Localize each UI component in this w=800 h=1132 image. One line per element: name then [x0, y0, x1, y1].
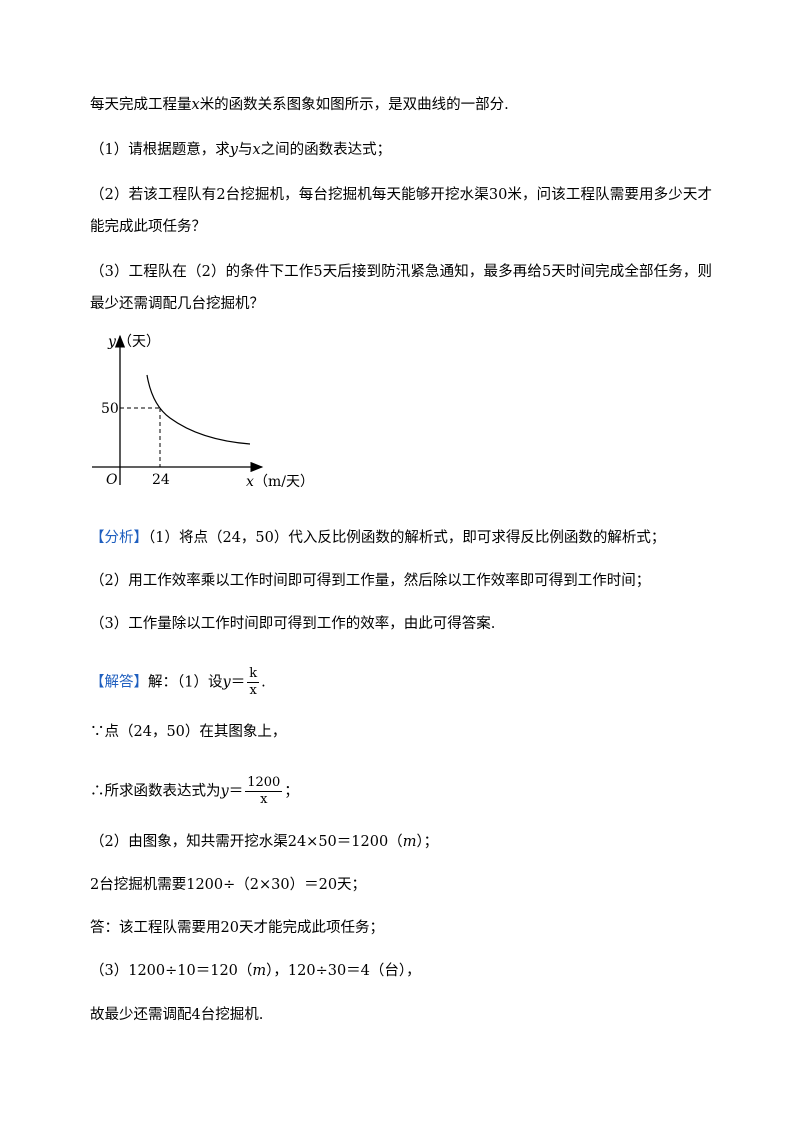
paragraph: （2）若该工程队有2台挖掘机，每台挖掘机每天能够开挖水渠30米，问该工程队需要用…	[90, 179, 712, 243]
text: 与	[237, 142, 253, 158]
paragraph: 答：该工程队需要用20天才能完成此项任务；	[90, 912, 712, 944]
numerator: k	[247, 666, 260, 683]
tick-label: 24	[152, 472, 170, 488]
text: ∴所求函数表达式为	[90, 783, 221, 800]
paragraph: 【解答】解：（1）设y＝ k x.	[90, 666, 712, 699]
text: 米的函数关系图象如图所示，是双曲线的一部分.	[199, 97, 509, 113]
paragraph: （2）由图象，知共需开挖水渠24×50＝1200（m）；	[90, 826, 712, 858]
text: 答：该工程队需要用20天才能完成此项任务；	[90, 920, 384, 936]
text: ；	[284, 783, 299, 800]
paragraph: 2台挖掘机需要1200÷（2×30）＝20天；	[90, 869, 712, 901]
text: .	[261, 674, 266, 691]
paragraph: ∵点（24，50）在其图象上，	[90, 716, 712, 748]
tag: 【分析】	[90, 530, 148, 546]
curve	[146, 374, 251, 445]
var: y	[222, 674, 231, 691]
axis-var: x	[246, 474, 254, 490]
text: （1）请根据题意，求	[90, 142, 230, 158]
text: （2）用工作效率乘以工作时间即可得到工作量，然后除以工作效率即可得到工作时间；	[90, 573, 651, 589]
numerator: 1200	[245, 775, 283, 792]
text: ）；	[416, 834, 439, 850]
denominator: x	[260, 792, 268, 807]
text: 故最少还需调配4台挖掘机.	[90, 1007, 264, 1023]
var: m	[252, 963, 267, 979]
text: （2）由图象，知共需开挖水渠24×50＝1200（	[90, 834, 403, 850]
text: （3）1200÷10＝120（	[90, 963, 253, 979]
var: x	[252, 142, 261, 158]
text: ∵点（24，50）在其图象上，	[90, 724, 287, 740]
text: （3）工程队在（2）的条件下工作5天后接到防汛紧急通知，最多再给5天时间完成全部…	[90, 264, 712, 312]
var: y	[220, 783, 229, 800]
axis-unit: （天）	[118, 334, 160, 350]
var: x	[191, 97, 200, 113]
text: ＝	[230, 674, 246, 691]
paragraph: （3）工作量除以工作时间即可得到工作的效率，由此可得答案.	[90, 608, 712, 640]
text: 之间的函数表达式；	[260, 142, 392, 158]
text: （2）若该工程队有2台挖掘机，每台挖掘机每天能够开挖水渠30米，问该工程队需要用…	[90, 187, 712, 235]
paragraph: ∴所求函数表达式为y＝ 1200 x；	[90, 775, 712, 808]
text: ），120÷30＝4（台），	[266, 963, 421, 979]
paragraph: 故最少还需调配4台挖掘机.	[90, 999, 712, 1031]
text: （3）工作量除以工作时间即可得到工作的效率，由此可得答案.	[90, 616, 496, 632]
var: m	[402, 834, 417, 850]
paragraph: （3）工程队在（2）的条件下工作5天后接到防汛紧急通知，最多再给5天时间完成全部…	[90, 256, 712, 320]
origin-label: O	[106, 472, 118, 488]
axis-var: y	[107, 334, 117, 350]
denominator: x	[249, 683, 257, 698]
text: 解：（1）设	[148, 674, 223, 691]
text: 2台挖掘机需要1200÷（2×30）＝20天；	[90, 877, 367, 893]
var: y	[229, 142, 238, 158]
tick-label: 50	[101, 401, 119, 417]
paragraph: 【分析】（1）将点（24，50）代入反比例函数的解析式，即可求得反比例函数的解析…	[90, 522, 712, 554]
fraction: 1200 x	[245, 775, 283, 808]
paragraph: 每天完成工程量x米的函数关系图象如图所示，是双曲线的一部分.	[90, 89, 712, 121]
paragraph: （3）1200÷10＝120（m），120÷30＝4（台），	[90, 955, 712, 987]
text: （1）将点（24，50）代入反比例函数的解析式，即可求得反比例函数的解析式；	[148, 530, 666, 546]
paragraph: （2）用工作效率乘以工作时间即可得到工作量，然后除以工作效率即可得到工作时间；	[90, 565, 712, 597]
text: 每天完成工程量	[90, 97, 192, 113]
paragraph: （1）请根据题意，求y与x之间的函数表达式；	[90, 134, 712, 166]
tag: 【解答】	[90, 674, 148, 691]
graph: y （天） 50 O 24 x （m/天）	[92, 334, 314, 490]
text: ＝	[228, 783, 244, 800]
axis-unit: （m/天）	[254, 474, 314, 490]
